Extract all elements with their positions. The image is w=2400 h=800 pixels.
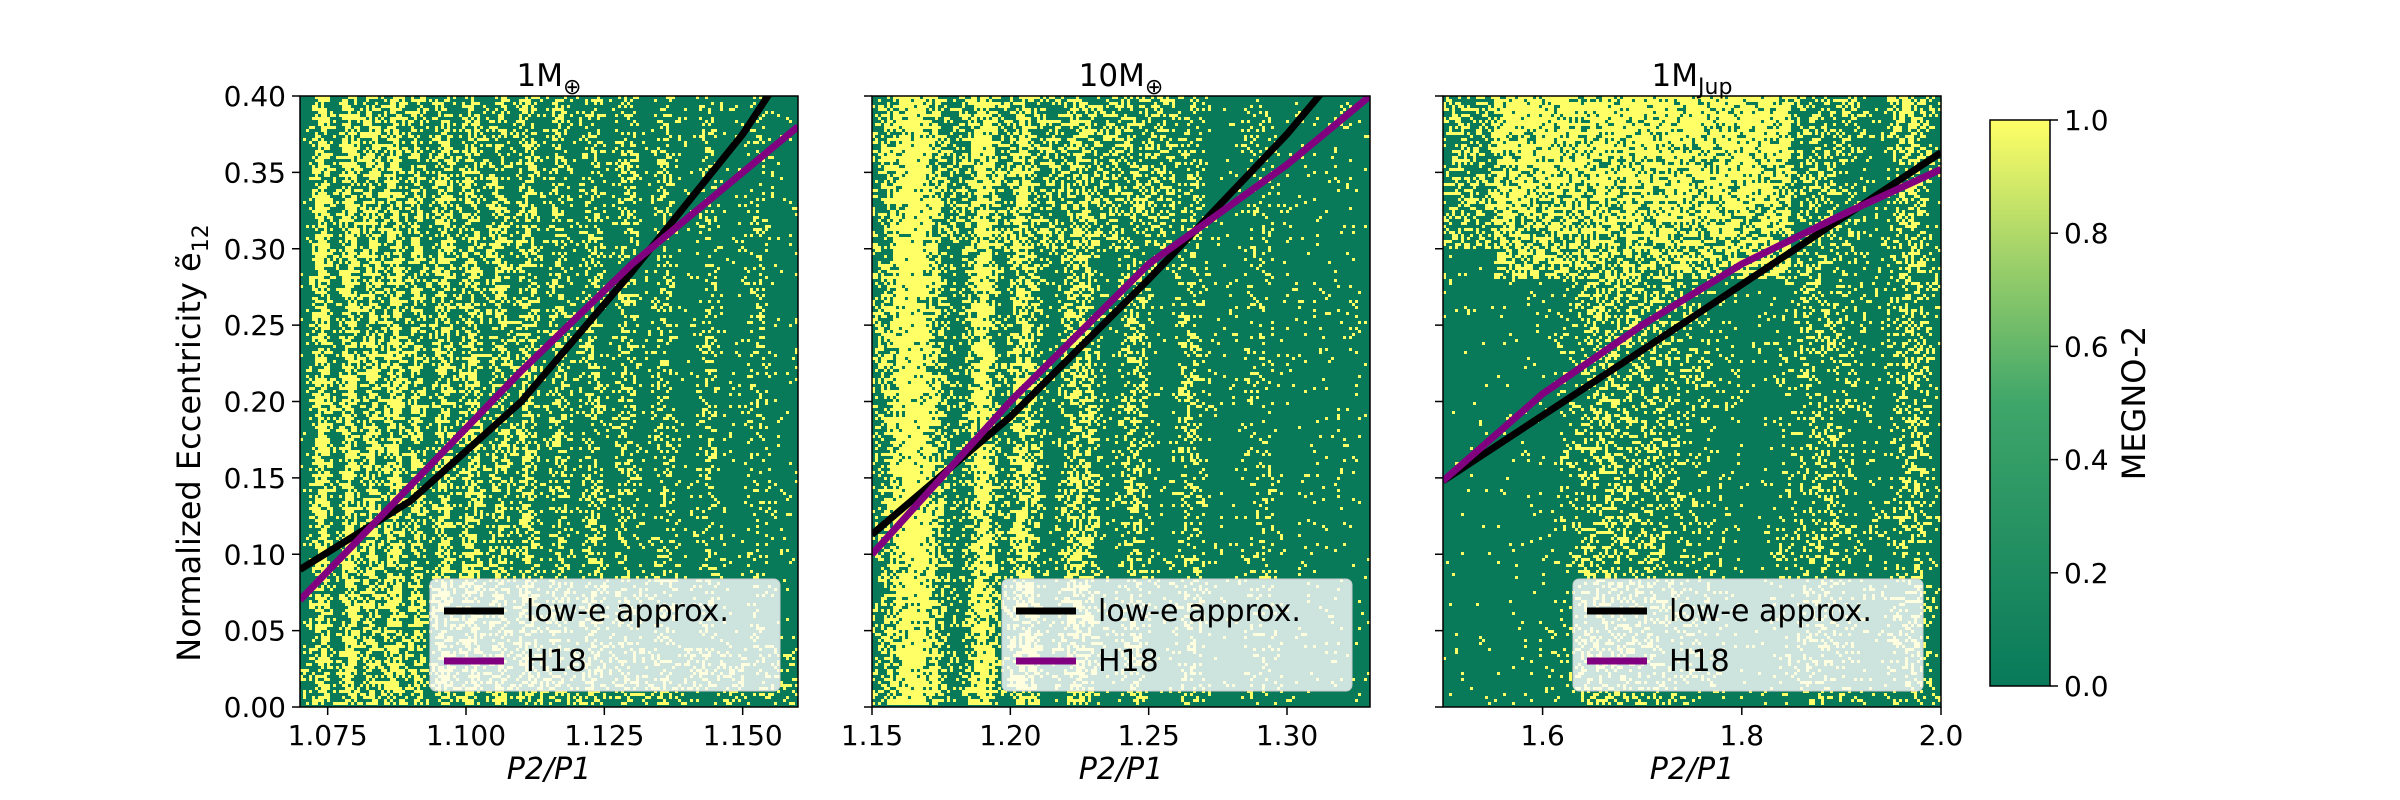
colorbar-gradient <box>1989 119 2051 687</box>
legend: low-e approx. H18 <box>429 578 781 692</box>
y-tick-label: 0.00 <box>224 691 286 724</box>
heatmap-chaotic-cells <box>872 96 1370 705</box>
x-tick-label: 1.150 <box>703 719 783 752</box>
y-tick-label: 0.10 <box>224 538 286 571</box>
y-tick-label: 0.05 <box>224 615 286 648</box>
x-tick-label: 1.30 <box>1256 719 1318 752</box>
series-line-h18 <box>300 123 798 603</box>
legend-label: H18 <box>1669 644 1730 679</box>
legend: low-e approx. H18 <box>1572 578 1924 692</box>
x-tick-label: 1.075 <box>288 719 368 752</box>
x-axis-label: P2/P1 <box>1079 752 1163 787</box>
heatmap-cells <box>300 96 798 705</box>
y-tick-label: 0.30 <box>224 233 286 266</box>
legend-label: low-e approx. <box>1098 594 1301 629</box>
y-tick-label: 0.15 <box>224 462 286 495</box>
legend-box <box>1572 578 1924 692</box>
colorbar-tick-label: 0.4 <box>2064 444 2109 477</box>
y-axis-label: Normalized Eccentricity ẽ12 <box>170 224 214 661</box>
x-tick-label: 1.25 <box>1117 719 1179 752</box>
colorbar: 0.0 0.2 0.4 0.6 0.8 1.0 MEGNO-2 <box>1989 104 2153 703</box>
heatmap-chaotic-cells <box>300 96 798 705</box>
series-line-h18 <box>1443 166 1941 484</box>
y-tick-label: 0.35 <box>224 156 286 189</box>
panel-title-sub: ⊕ <box>563 75 581 100</box>
legend-box <box>429 578 781 692</box>
legend-label: H18 <box>1098 644 1159 679</box>
colorbar-ticks: 0.0 0.2 0.4 0.6 0.8 1.0 <box>2050 104 2109 703</box>
panel-3: 1MJup 1.6 1.8 2.0 P2/P1 low-e approx. H18 <box>1435 58 1963 787</box>
legend-label: H18 <box>526 644 587 679</box>
heatmap-cells <box>1443 96 1941 705</box>
x-tick-label: 1.8 <box>1720 719 1765 752</box>
heatmap-chaotic-cells <box>1443 96 1941 705</box>
x-tick-label: 2.0 <box>1919 719 1964 752</box>
panel-title: 10M⊕ <box>1079 58 1164 100</box>
panel-title-main: 10M <box>1079 58 1145 94</box>
colorbar-tick-label: 0.2 <box>2064 557 2109 590</box>
heatmap-cells <box>872 96 1370 705</box>
colorbar-tick-label: 1.0 <box>2064 104 2109 137</box>
y-tick-label: 0.40 <box>224 80 286 113</box>
panel-title-main: 1M <box>517 58 563 94</box>
y-tick-label: 0.25 <box>224 309 286 342</box>
x-axis-label: P2/P1 <box>1650 752 1734 787</box>
panel-2: 10M⊕ 1.15 1.20 1.25 1.30 P2/P1 low-e approx. H1… <box>841 58 1371 787</box>
colorbar-tick-label: 0.0 <box>2064 670 2109 703</box>
panel-title-sub: Jup <box>1696 75 1732 100</box>
x-axis-label: P2/P1 <box>507 752 591 787</box>
x-tick-label: 1.125 <box>564 719 644 752</box>
colorbar-tick-label: 0.8 <box>2064 217 2109 250</box>
x-tick-label: 1.100 <box>426 719 506 752</box>
panel-title-sub: ⊕ <box>1145 75 1163 100</box>
colorbar-label: MEGNO-2 <box>2115 326 2153 481</box>
series-line-low-e-approx <box>300 96 773 573</box>
legend-label: low-e approx. <box>526 594 729 629</box>
panel-title: 1M⊕ <box>517 58 582 100</box>
panels: 1M⊕1.075 1.100 1.125 1.150P2/P10.000.050.10… <box>224 58 1964 787</box>
legend-box <box>1001 578 1353 692</box>
legend-label: low-e approx. <box>1669 594 1872 629</box>
x-tick-label: 1.20 <box>979 719 1041 752</box>
colorbar-tick-label: 0.6 <box>2064 330 2109 363</box>
legend: low-e approx. H18 <box>1001 578 1353 692</box>
panel-1: 1M⊕ 1.075 1.100 1.125 1.150 P2/P1 0.00 0.05 0.10… <box>224 58 799 787</box>
panel-title: 1MJup <box>1652 58 1733 100</box>
x-tick-label: 1.6 <box>1520 719 1565 752</box>
series-line-h18 <box>872 96 1370 557</box>
y-tick-label: 0.20 <box>224 386 286 419</box>
panel-title-main: 1M <box>1652 58 1698 94</box>
x-tick-label: 1.15 <box>841 719 903 752</box>
